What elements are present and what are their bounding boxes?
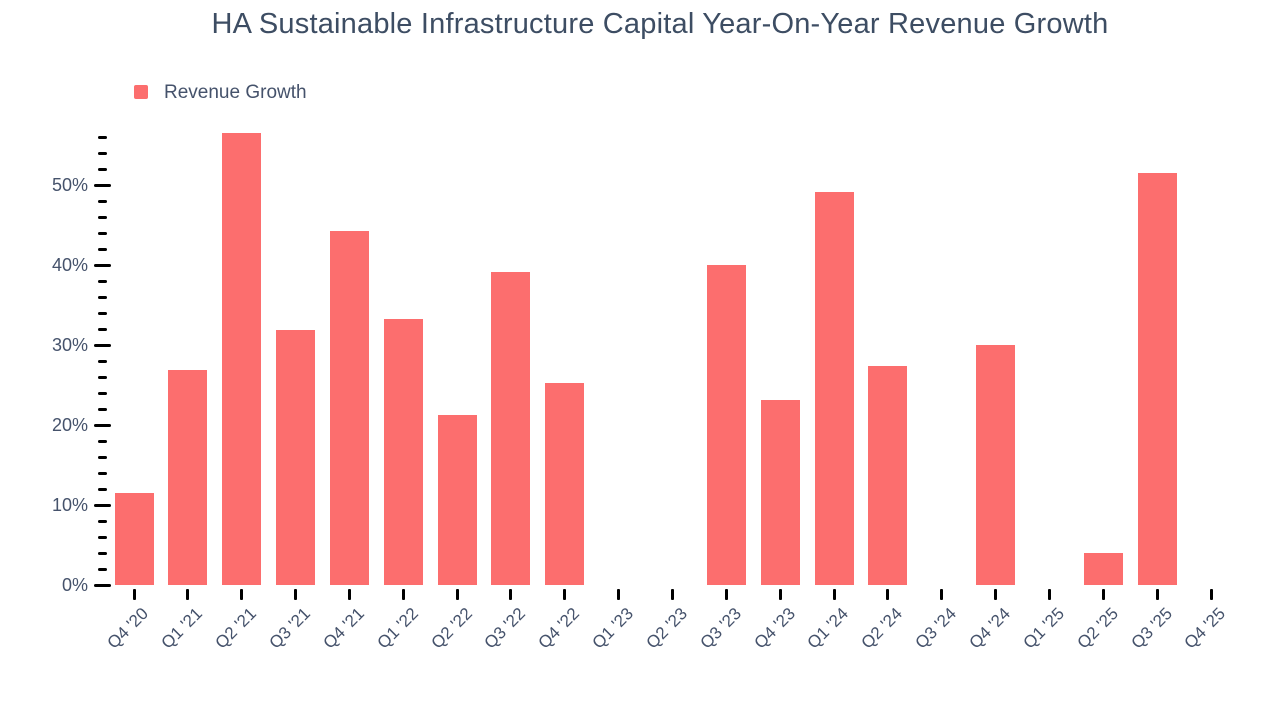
x-axis-tick xyxy=(617,589,621,600)
legend-marker-square xyxy=(134,85,148,99)
y-axis-tick xyxy=(98,215,107,219)
y-axis-tick xyxy=(98,455,107,459)
x-axis-label: Q3 '21 xyxy=(265,604,314,653)
x-axis-label: Q3 '23 xyxy=(696,604,745,653)
x-axis-label: Q2 '24 xyxy=(857,604,907,653)
y-axis-tick xyxy=(98,279,107,283)
y-axis-label: 40% xyxy=(51,255,88,275)
legend-label: Revenue Growth xyxy=(164,82,307,103)
y-axis-tick xyxy=(98,471,107,475)
x-axis-tick xyxy=(1155,589,1159,600)
y-axis-tick xyxy=(98,567,107,571)
x-axis-label: Q1 '25 xyxy=(1019,604,1068,653)
x-axis-label: Q1 '21 xyxy=(157,604,207,653)
x-axis-tick xyxy=(455,589,459,600)
x-axis-tick xyxy=(778,589,782,600)
y-axis-label: 0% xyxy=(61,575,88,595)
y-axis-tick xyxy=(98,311,107,315)
bar-q4-23[interactable] xyxy=(760,400,800,585)
y-axis-label: 10% xyxy=(51,495,88,515)
bar-q3-23[interactable] xyxy=(706,265,746,585)
x-axis-label: Q4 '22 xyxy=(534,604,584,653)
y-axis-tick xyxy=(98,199,107,203)
x-axis-tick xyxy=(940,589,944,600)
bar-q1-22[interactable] xyxy=(383,318,423,585)
x-axis-tick xyxy=(832,589,836,600)
x-axis-label: Q4 '25 xyxy=(1180,604,1230,653)
bar-q4-22[interactable] xyxy=(545,383,585,585)
y-axis-tick xyxy=(98,327,107,331)
y-axis-tick xyxy=(94,183,111,187)
y-axis-tick xyxy=(94,423,111,427)
y-axis-label: 20% xyxy=(51,415,88,435)
x-axis-tick xyxy=(132,589,136,600)
y-axis-tick xyxy=(94,503,111,507)
x-axis-label: Q3 '22 xyxy=(480,604,530,653)
bar-q4-20[interactable] xyxy=(114,493,154,585)
bar-q1-21[interactable] xyxy=(168,369,208,585)
x-axis-tick xyxy=(886,589,890,600)
x-axis-tick xyxy=(1101,589,1105,600)
y-axis-tick xyxy=(98,247,107,251)
x-axis-label: Q1 '23 xyxy=(588,604,638,653)
x-axis-tick xyxy=(186,589,190,600)
bar-q4-21[interactable] xyxy=(329,230,369,585)
bar-q2-24[interactable] xyxy=(868,365,908,585)
x-axis-tick xyxy=(1209,589,1213,600)
bar-q4-24[interactable] xyxy=(976,345,1016,585)
x-axis-label: Q4 '24 xyxy=(965,604,1015,653)
x-axis-tick xyxy=(240,589,244,600)
x-axis-label: Q1 '22 xyxy=(373,604,422,653)
y-axis-tick xyxy=(98,535,107,539)
y-axis-tick xyxy=(94,583,111,587)
x-axis-label: Q2 '25 xyxy=(1073,604,1122,653)
x-axis-tick xyxy=(724,589,728,600)
bar-q2-22[interactable] xyxy=(437,414,477,585)
bar-q3-25[interactable] xyxy=(1137,173,1177,585)
y-axis-tick xyxy=(98,519,107,523)
x-axis-tick xyxy=(509,589,513,600)
bar-q3-21[interactable] xyxy=(276,329,316,585)
y-axis-label: 50% xyxy=(51,175,88,195)
x-axis-label: Q4 '20 xyxy=(103,604,153,653)
x-axis-tick xyxy=(347,589,351,600)
y-axis-label: 30% xyxy=(51,335,88,355)
x-axis-label: Q3 '25 xyxy=(1127,604,1176,653)
y-axis-tick xyxy=(98,359,107,363)
x-axis-tick xyxy=(1047,589,1051,600)
y-axis-tick xyxy=(98,135,107,139)
y-axis-tick xyxy=(98,439,107,443)
y-axis-tick xyxy=(98,391,107,395)
x-axis-label: Q2 '21 xyxy=(211,604,261,653)
bar-q2-21[interactable] xyxy=(222,133,262,585)
x-axis-tick xyxy=(994,589,998,600)
chart-title: HA Sustainable Infrastructure Capital Ye… xyxy=(211,8,1109,40)
y-axis-tick xyxy=(98,487,107,491)
x-axis-label: Q2 '23 xyxy=(642,604,691,653)
x-axis-tick xyxy=(671,589,674,600)
y-axis-tick xyxy=(98,151,107,155)
y-axis-tick xyxy=(98,167,107,171)
y-axis-tick xyxy=(98,295,107,299)
x-axis-label: Q1 '24 xyxy=(804,604,853,653)
x-axis-label: Q4 '23 xyxy=(750,604,799,653)
x-axis-tick xyxy=(401,589,405,600)
x-axis-tick xyxy=(563,589,567,600)
x-axis-label: Q4 '21 xyxy=(319,604,368,653)
bar-q3-22[interactable] xyxy=(491,272,531,585)
y-axis-tick xyxy=(94,263,111,267)
legend-item-revenue-growth[interactable]: Revenue Growth xyxy=(134,82,307,102)
x-axis-label: Q3 '24 xyxy=(911,604,961,653)
y-axis-tick xyxy=(98,375,107,379)
x-axis-label: Q2 '22 xyxy=(427,604,476,653)
y-axis-tick xyxy=(98,551,107,555)
bar-q1-24[interactable] xyxy=(814,192,854,585)
y-axis-tick xyxy=(94,343,111,347)
bar-q2-25[interactable] xyxy=(1083,553,1123,585)
y-axis-tick xyxy=(98,407,107,411)
x-axis-tick xyxy=(294,589,298,600)
y-axis-tick xyxy=(98,231,107,235)
